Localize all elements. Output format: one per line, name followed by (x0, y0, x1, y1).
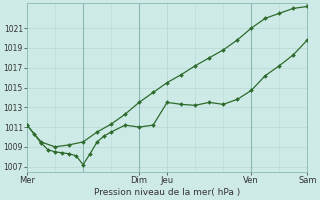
X-axis label: Pression niveau de la mer( hPa ): Pression niveau de la mer( hPa ) (94, 188, 240, 197)
